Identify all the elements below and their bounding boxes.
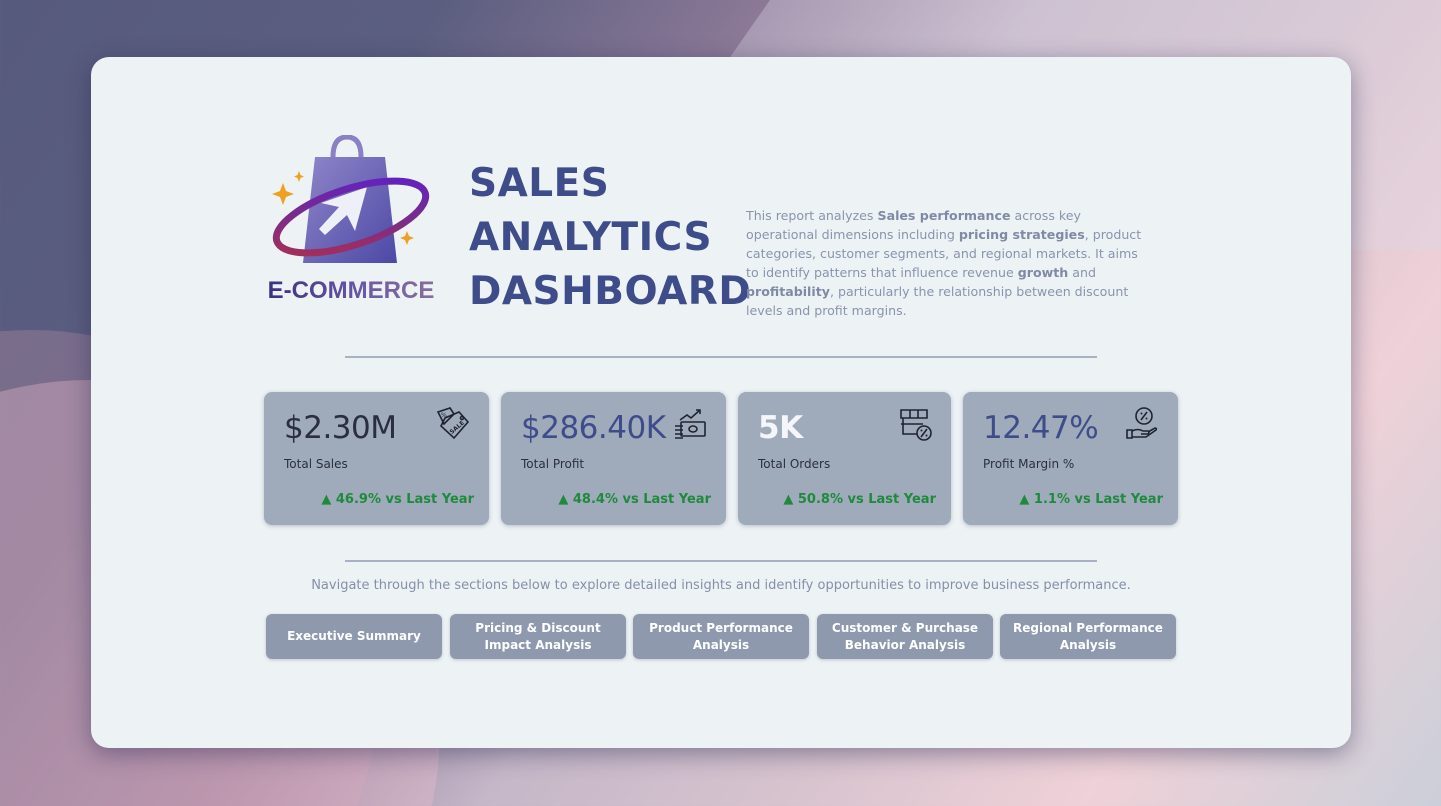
desc-text: and (1068, 265, 1096, 280)
nav-button-executive-summary[interactable]: Executive Summary (266, 614, 442, 659)
hand-percent-icon (1126, 407, 1158, 439)
kpi-trend: ▲ 50.8% vs Last Year (783, 492, 936, 507)
desc-text: , particularly the relationship between … (746, 284, 1129, 318)
kpi-value: $2.30M (284, 410, 397, 446)
desc-bold: Sales performance (877, 208, 1011, 223)
kpi-label: Profit Margin % (983, 457, 1075, 471)
desc-bold: growth (1017, 265, 1069, 280)
dashboard-card: E-COMMERCE SALES ANALYTICS DASHBOARD Thi… (91, 57, 1351, 748)
nav-button-customer-behavior[interactable]: Customer & Purchase Behavior Analysis (817, 614, 993, 659)
shopping-bag-icon (272, 134, 430, 263)
kpi-trend: ▲ 48.4% vs Last Year (558, 492, 711, 507)
kpi-label: Total Sales (284, 457, 348, 471)
navigation-intro: Navigate through the sections below to e… (311, 578, 1131, 593)
title-line: DASHBOARD (469, 269, 752, 314)
divider (345, 560, 1097, 562)
kpi-trend: ▲ 1.1% vs Last Year (1019, 492, 1163, 507)
kpi-card-total-orders: 5K Total Orders ▲ 50.8% vs Last Year (738, 392, 951, 525)
kpi-trend: ▲ 46.9% vs Last Year (321, 492, 474, 507)
title-line: ANALYTICS (469, 215, 713, 260)
desc-text: This report analyzes (746, 208, 878, 223)
logo-text: E-COMMERCE (263, 277, 439, 305)
title-line: SALES (469, 161, 610, 206)
kpi-label: Total Profit (521, 457, 585, 471)
kpi-card-total-sales: $2.30M Total Sales ▲ 46.9% vs Last Year … (264, 392, 489, 525)
divider (345, 356, 1097, 358)
sale-tag-icon: SALE % (436, 407, 470, 440)
kpi-value: $286.40K (521, 410, 666, 446)
report-description: This report analyzes Sales performance a… (746, 206, 1146, 320)
kpi-card-profit-margin: 12.47% Profit Margin % ▲ 1.1% vs Last Ye… (963, 392, 1178, 525)
desc-text: , product categories, customer segments,… (746, 227, 1142, 280)
kpi-label: Total Orders (758, 457, 831, 471)
desc-bold: profitability (746, 284, 830, 299)
nav-button-product-performance[interactable]: Product Performance Analysis (633, 614, 809, 659)
store-discount-icon (900, 409, 932, 441)
money-growth-icon (675, 409, 706, 439)
desc-bold: pricing strategies (958, 227, 1085, 242)
desc-text: across key operational dimensions includ… (746, 208, 1081, 242)
nav-button-pricing-discount[interactable]: Pricing & Discount Impact Analysis (450, 614, 626, 659)
svg-text:%: % (441, 412, 447, 419)
nav-button-regional-performance[interactable]: Regional Performance Analysis (1000, 614, 1176, 659)
page-title: SALES ANALYTICS DASHBOARD (469, 157, 752, 319)
kpi-value: 5K (758, 410, 803, 446)
kpi-card-total-profit: $286.40K Total Profit ▲ 48.4% vs Last Ye… (501, 392, 726, 525)
kpi-value: 12.47% (983, 410, 1099, 446)
ecommerce-logo: E-COMMERCE (263, 134, 439, 305)
